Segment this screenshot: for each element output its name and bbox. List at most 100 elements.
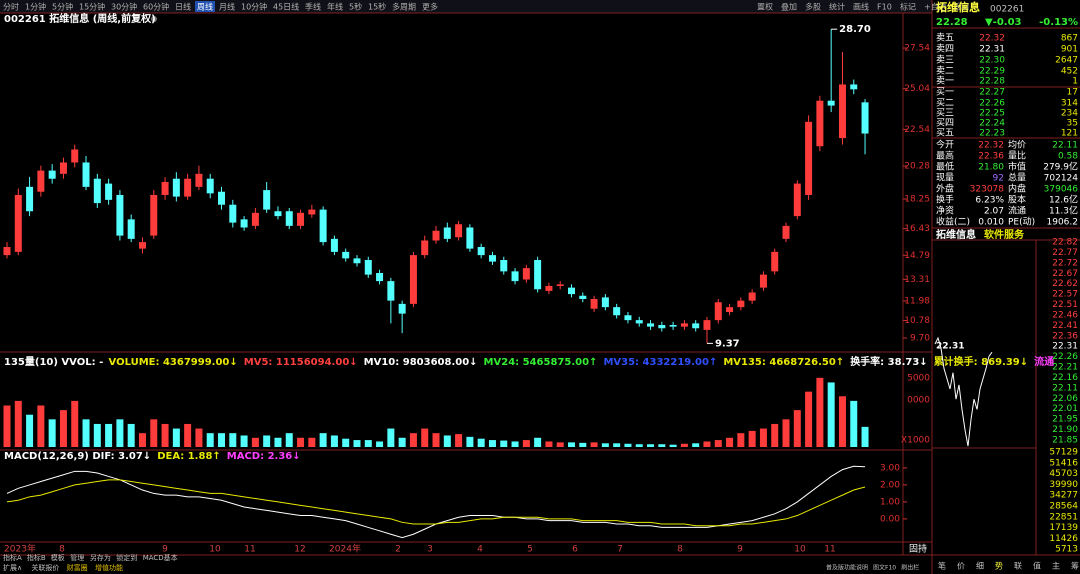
settings-dot[interactable]	[151, 16, 157, 22]
candle-body	[703, 320, 711, 330]
tool-button[interactable]: 统计	[829, 2, 845, 12]
book-volume: 2647	[1055, 56, 1078, 66]
volume-bar	[409, 433, 417, 447]
candle-body	[782, 225, 790, 239]
candle-body	[748, 292, 756, 301]
period-tab[interactable]: 30分钟	[111, 2, 137, 12]
volume-bar	[771, 423, 779, 447]
bottom-tab[interactable]: 关联报价	[31, 563, 59, 572]
indicator-tab[interactable]: 锁定到	[116, 553, 137, 562]
candle-body	[364, 259, 372, 275]
volume-bar	[568, 442, 575, 447]
period-tab[interactable]: 10分钟	[241, 2, 267, 12]
period-tab[interactable]: 周线	[197, 2, 213, 12]
period-tab[interactable]: 多周期	[392, 2, 416, 12]
candle-body	[692, 323, 700, 329]
volume-bar	[206, 433, 214, 447]
panel-tab[interactable]: 筹	[1071, 561, 1079, 571]
stat-label: PE(动)	[1008, 217, 1035, 228]
panel-tab[interactable]: 价	[957, 562, 965, 571]
chart-title: 002261 拓维信息 (周线,前复权)	[4, 12, 156, 25]
book-volume: 867	[1061, 34, 1078, 44]
bottom-tab[interactable]: 增值功能	[95, 563, 123, 572]
y-tick-label: 14.79	[904, 251, 930, 261]
book-price: 22.30	[979, 56, 1005, 66]
period-tab[interactable]: 日线	[175, 2, 191, 12]
volume-bar	[635, 444, 643, 447]
bottom-tab[interactable]: 财富圈	[67, 563, 88, 572]
tool-button[interactable]: 叠加	[781, 2, 797, 12]
volume-bar	[601, 443, 609, 447]
tool-button[interactable]: 多股	[805, 2, 821, 12]
book-price: 22.27	[979, 88, 1005, 98]
period-tab[interactable]: 更多	[422, 2, 438, 12]
panel-tab[interactable]: 细	[976, 561, 984, 571]
volume-bar	[703, 441, 711, 447]
indicator-tab[interactable]: 指标A	[3, 553, 22, 562]
period-tab[interactable]: 1分钟	[25, 2, 46, 12]
volume-bar	[93, 423, 101, 447]
period-tab[interactable]: 5秒	[349, 2, 362, 12]
book-price: 22.25	[979, 109, 1005, 119]
stat-label: 现量	[936, 173, 954, 184]
tool-button[interactable]: 画线	[853, 2, 869, 12]
panel-tab[interactable]: 笔	[938, 561, 946, 571]
volume-bar	[364, 440, 372, 447]
period-tab[interactable]: 15秒	[368, 2, 386, 12]
period-tab[interactable]: 季线	[305, 2, 321, 12]
candle-body	[421, 240, 429, 256]
stat-value: 92	[993, 174, 1004, 184]
volume-bar	[647, 444, 655, 447]
period-tab[interactable]: 15分钟	[79, 2, 105, 12]
candle-body	[534, 259, 542, 290]
book-price: 22.29	[979, 67, 1005, 77]
dea-line	[6, 479, 866, 527]
intraday-price-label: 22.77	[1052, 248, 1078, 258]
tool-button[interactable]: 置权	[757, 2, 773, 12]
candle-body	[161, 181, 169, 195]
tool-button[interactable]: 返回	[953, 3, 969, 12]
intraday-price-label: 22.26	[1052, 352, 1078, 362]
panel-tab[interactable]: 势	[995, 561, 1003, 571]
book-volume: 1	[1072, 77, 1078, 87]
intraday-volume-label: 5713	[1055, 545, 1078, 555]
candle-body	[14, 194, 22, 252]
book-price: 22.28	[979, 77, 1005, 87]
candle-body	[488, 255, 496, 262]
period-tab[interactable]: 年线	[327, 2, 343, 12]
period-tab[interactable]: 60分钟	[143, 2, 169, 12]
tool-button[interactable]: 标记	[900, 2, 916, 12]
intraday-volume-label: 22851	[1049, 512, 1078, 522]
macd-header: MACD(12,26,9) DIF: 3.07↓ DEA: 1.88↑ MACD: …	[4, 451, 301, 462]
tool-button[interactable]: F10	[877, 3, 892, 12]
indicator-tab[interactable]: 指标B	[27, 553, 46, 562]
candle-body	[545, 285, 553, 291]
bottom-tab[interactable]: 扩展∧	[3, 563, 22, 572]
volume-bar	[71, 400, 79, 447]
stat-value: 323078	[970, 185, 1005, 195]
candle-body	[432, 230, 440, 241]
volume-bar	[353, 440, 361, 447]
tool-button[interactable]: +自选	[924, 2, 947, 12]
indicator-tab[interactable]: 管理	[70, 553, 84, 562]
panel-tab[interactable]: 值	[1033, 561, 1041, 571]
date-label: 10	[794, 545, 806, 555]
period-tab[interactable]: 5分钟	[52, 2, 73, 12]
candle-body	[827, 100, 835, 106]
status-note: 刷出栏	[901, 564, 919, 572]
indicator-value: MV35: 4332219.00↑	[603, 357, 717, 368]
period-tab[interactable]: 月线	[219, 2, 235, 12]
volume-bar	[274, 437, 282, 447]
candle-body	[376, 272, 384, 282]
period-tab[interactable]: 45日线	[273, 2, 299, 12]
date-label: 4	[477, 545, 483, 555]
candle-body	[771, 251, 779, 272]
period-tab[interactable]: 分时	[3, 2, 19, 12]
indicator-tab[interactable]: 模板	[51, 553, 65, 562]
panel-tab[interactable]: 主	[1052, 561, 1060, 571]
indicator-tab[interactable]: 另存为	[90, 553, 111, 562]
stock-name: 拓维信息	[936, 228, 976, 241]
intraday-price-label: 22.06	[1052, 394, 1078, 404]
panel-tab[interactable]: 联	[1014, 562, 1022, 571]
indicator-tab[interactable]: MACD基本	[143, 553, 178, 562]
